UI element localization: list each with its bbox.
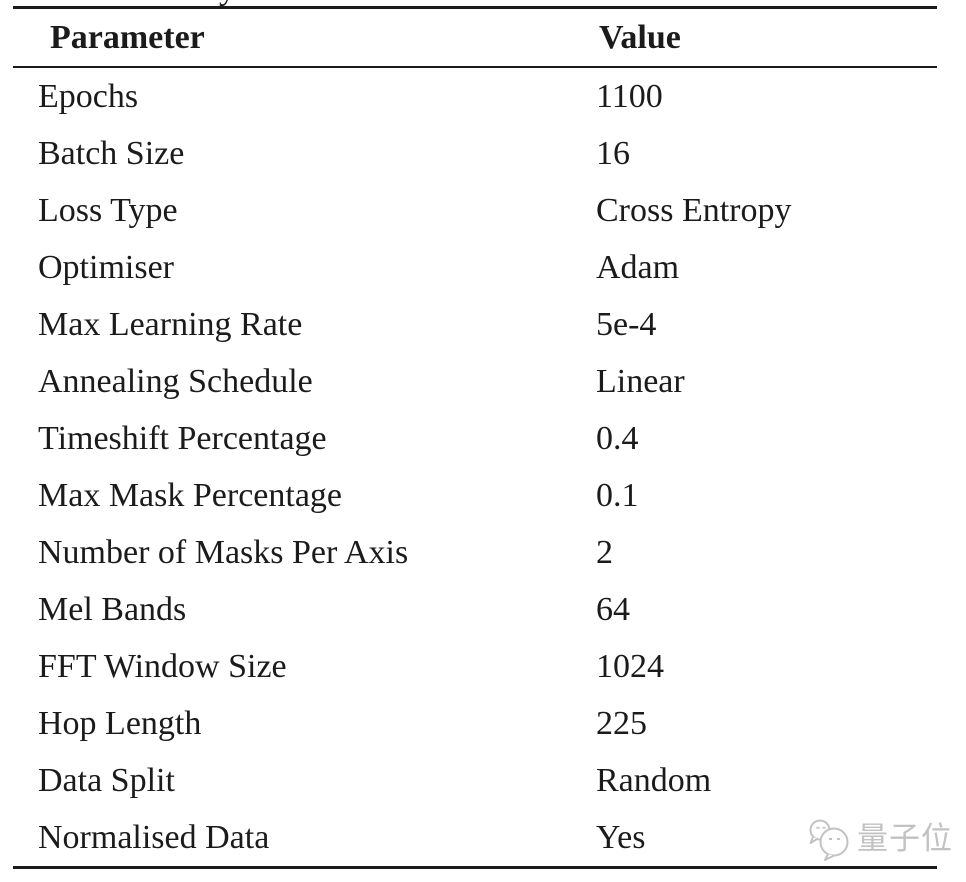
table-row: Number of Masks Per Axis 2 [13,524,937,581]
table-row: Timeshift Percentage 0.4 [13,410,937,467]
value-cell: Yes [596,818,646,856]
value-cell: Linear [596,362,685,400]
hyperparameter-table: Parameter Value Epochs 1100 Batch Size 1… [13,6,937,869]
parameter-cell: Hop Length [38,704,202,742]
parameter-cell: Epochs [38,77,139,115]
table-row: Epochs 1100 [13,67,937,125]
parameter-cell: Batch Size [38,134,185,172]
chat-bubbles-icon [806,816,852,862]
parameter-cell: Normalised Data [38,818,270,856]
parameter-cell: Data Split [38,761,175,799]
table-row: Normalised Data Yes [13,809,937,868]
column-header-parameter: Parameter [13,7,595,68]
value-cell: 64 [596,590,630,628]
watermark: 量子位 [806,816,953,862]
parameter-cell: Max Learning Rate [38,305,303,343]
caption-fragment-glyph: y [219,0,249,6]
value-cell: 2 [596,533,613,571]
table-row: Batch Size 16 [13,125,937,182]
table-row: Optimiser Adam [13,239,937,296]
value-cell: Random [596,761,712,799]
value-cell: 16 [596,134,630,172]
table-row: Max Mask Percentage 0.1 [13,467,937,524]
parameter-cell: Max Mask Percentage [38,476,343,514]
table-row: Loss Type Cross Entropy [13,182,937,239]
parameter-cell: Timeshift Percentage [38,419,327,457]
caption-fragment: y [219,0,249,6]
parameter-cell: Annealing Schedule [38,362,313,400]
watermark-text: 量子位 [857,820,953,857]
table-header-row: Parameter Value [13,7,937,68]
value-cell: Adam [596,248,680,286]
value-cell: 5e-4 [596,305,657,343]
table-row: FFT Window Size 1024 [13,638,937,695]
value-cell: 0.1 [596,476,639,514]
value-cell: 225 [596,704,647,742]
table-row: Data Split Random [13,752,937,809]
table-row: Hop Length 225 [13,695,937,752]
table-row: Annealing Schedule Linear [13,353,937,410]
value-cell: 0.4 [596,419,639,457]
parameter-cell: Optimiser [38,248,174,286]
value-cell: 1024 [596,647,664,685]
parameter-cell: Number of Masks Per Axis [38,533,409,571]
value-cell: Cross Entropy [596,191,792,229]
parameter-cell: Loss Type [38,191,178,229]
parameter-cell: Mel Bands [38,590,187,628]
table-row: Mel Bands 64 [13,581,937,638]
column-header-value: Value [595,7,937,68]
value-cell: 1100 [596,77,663,115]
table-row: Max Learning Rate 5e-4 [13,296,937,353]
parameter-cell: FFT Window Size [38,647,287,685]
